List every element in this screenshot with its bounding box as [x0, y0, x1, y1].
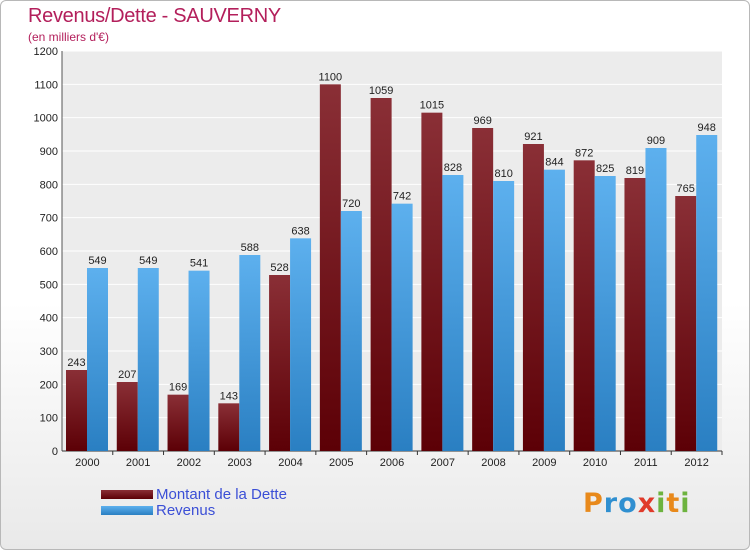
data-label-revenue: 909	[647, 135, 665, 147]
x-tick-label: 2003	[227, 457, 251, 469]
data-label-debt: 169	[169, 382, 187, 394]
bar-debt	[66, 370, 87, 451]
data-label-debt: 143	[220, 390, 238, 402]
data-label-debt: 1059	[369, 85, 393, 97]
y-tick-label: 0	[52, 446, 58, 458]
bar-revenue	[391, 203, 413, 451]
y-tick-label: 800	[40, 179, 58, 191]
chart-title: Revenus/Dette - SAUVERNY	[28, 5, 281, 27]
data-label-revenue: 549	[88, 255, 106, 267]
y-tick-label: 200	[40, 379, 58, 391]
data-label-debt: 528	[270, 262, 288, 274]
x-tick-label: 2012	[684, 457, 708, 469]
bar-revenue	[239, 255, 261, 451]
data-label-debt: 872	[575, 147, 593, 159]
legend-item-debt: Montant de la Dette	[101, 485, 287, 503]
bar-debt	[269, 275, 291, 451]
bar-revenue	[543, 169, 565, 451]
legend-label-revenue: Revenus	[156, 501, 216, 519]
x-tick-label: 2000	[75, 457, 99, 469]
x-tick-label: 2010	[583, 457, 607, 469]
chart-subtitle: (en milliers d'€)	[28, 30, 109, 44]
bar-revenue	[442, 175, 464, 451]
bar-revenue	[340, 211, 362, 451]
logo-letter: x	[637, 488, 657, 519]
y-tick-label: 900	[40, 146, 58, 158]
logo-letter: t	[666, 488, 681, 519]
bar-revenue	[594, 176, 616, 451]
bar-revenue	[645, 148, 667, 451]
bar-debt	[573, 160, 595, 452]
y-tick-label: 400	[40, 313, 58, 325]
data-label-revenue: 844	[545, 157, 563, 169]
logo-letter: P	[583, 488, 604, 519]
logo-letter: o	[618, 488, 638, 519]
x-tick-label: 2004	[278, 457, 302, 469]
logo-letter: i	[656, 488, 667, 519]
bar-revenue	[188, 270, 210, 451]
bar-debt	[370, 98, 392, 451]
data-label-revenue: 825	[596, 163, 614, 175]
x-tick-label: 2007	[431, 457, 455, 469]
x-tick-label: 2011	[634, 457, 658, 469]
bar-debt	[218, 403, 240, 451]
bar-revenue	[696, 135, 718, 451]
bar-revenue	[87, 268, 108, 451]
data-label-debt: 1100	[319, 71, 343, 83]
bar-debt	[319, 84, 341, 451]
data-label-debt: 969	[473, 115, 491, 127]
bar-debt	[167, 394, 189, 451]
data-label-debt: 765	[677, 183, 695, 195]
bar-debt	[116, 382, 138, 451]
logo-letter: r	[603, 488, 619, 519]
bar-debt	[472, 128, 494, 451]
bar-debt	[522, 144, 544, 451]
data-label-revenue: 810	[494, 168, 512, 180]
y-tick-label: 1000	[34, 113, 58, 125]
bar-revenue	[493, 181, 515, 451]
bar-debt	[421, 112, 443, 452]
data-label-revenue: 742	[393, 191, 411, 203]
x-tick-label: 2005	[329, 457, 353, 469]
data-label-revenue: 720	[342, 198, 360, 210]
logo-letter: i	[680, 488, 691, 519]
data-label-debt: 819	[626, 165, 644, 177]
bar-debt	[675, 196, 697, 451]
legend-item-revenue: Revenus	[101, 501, 287, 519]
data-label-debt: 921	[524, 131, 542, 143]
x-tick-label: 2008	[481, 457, 505, 469]
y-tick-label: 700	[40, 213, 58, 225]
data-label-revenue: 638	[291, 225, 309, 237]
x-tick-label: 2009	[532, 457, 556, 469]
y-tick-label: 300	[40, 346, 58, 358]
proxiti-logo: Proxiti	[583, 488, 691, 519]
x-tick-label: 2006	[380, 457, 404, 469]
bar-debt	[624, 178, 646, 451]
data-label-revenue: 948	[698, 122, 716, 134]
bar-revenue	[137, 268, 159, 451]
y-tick-label: 100	[40, 413, 58, 425]
x-tick-label: 2001	[126, 457, 150, 469]
data-label-debt: 243	[67, 357, 85, 369]
data-label-debt: 1015	[420, 100, 444, 112]
data-label-revenue: 541	[190, 258, 208, 270]
data-label-revenue: 828	[444, 162, 462, 174]
data-label-debt: 207	[118, 369, 136, 381]
y-tick-label: 1100	[34, 79, 58, 91]
y-tick-label: 500	[40, 279, 58, 291]
data-label-revenue: 588	[241, 242, 259, 254]
x-tick-label: 2002	[177, 457, 201, 469]
y-tick-label: 1200	[34, 46, 58, 58]
bar-revenue	[290, 238, 312, 451]
legend-label-debt: Montant de la Dette	[156, 485, 287, 503]
data-label-revenue: 549	[139, 255, 157, 267]
y-tick-label: 600	[40, 246, 58, 258]
legend-swatch-debt	[101, 489, 153, 499]
chart-legend: Montant de la Dette Revenus	[101, 485, 287, 519]
legend-swatch-revenue	[101, 505, 153, 515]
